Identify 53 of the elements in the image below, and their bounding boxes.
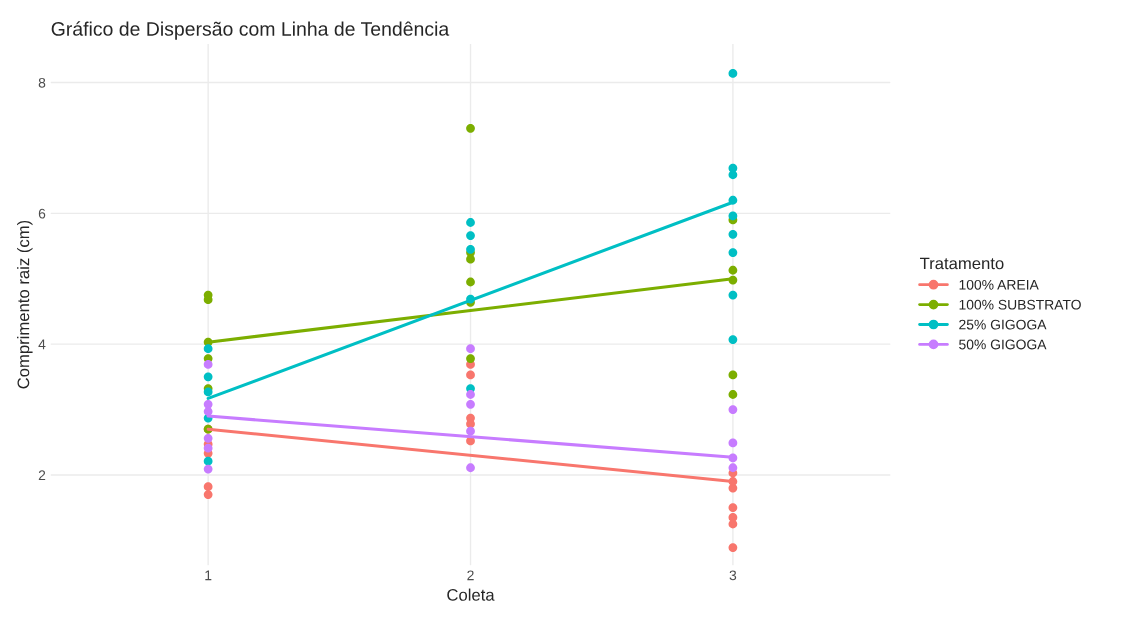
- x-tick-label: 1: [205, 570, 212, 581]
- point: [728, 248, 738, 257]
- point: [728, 211, 738, 221]
- y-tick-label: 4: [38, 339, 46, 350]
- point: [728, 405, 738, 414]
- y-axis-title: Comprimento raiz (cm): [17, 220, 33, 389]
- point: [466, 277, 475, 287]
- point: [728, 543, 738, 552]
- y-tick-label: 8: [38, 77, 46, 88]
- point: [728, 390, 738, 399]
- legend-title: Tratamento: [920, 257, 1004, 270]
- point: [466, 123, 475, 133]
- legend-label: 50% GIGOGA: [959, 339, 1047, 350]
- y-tick-label: 2: [38, 470, 46, 480]
- point: [203, 372, 213, 382]
- point: [203, 490, 213, 499]
- legend-label: 100% SUBSTRATO: [959, 299, 1081, 310]
- point: [203, 443, 213, 453]
- point: [728, 170, 738, 180]
- x-axis-title: Coleta: [447, 588, 495, 601]
- point: [466, 244, 475, 254]
- x-tick-label: 2: [467, 570, 474, 581]
- point: [728, 503, 738, 513]
- point: [466, 463, 475, 473]
- point: [466, 254, 475, 264]
- point: [728, 519, 738, 529]
- chart-title: Gráfico de Dispersão com Linha de Tendência: [51, 21, 450, 40]
- point: [203, 360, 213, 369]
- point: [728, 463, 738, 473]
- legend-label: 25% GIGOGA: [959, 319, 1047, 330]
- y-tick-label: 6: [38, 208, 46, 219]
- point: [728, 265, 738, 275]
- point: [466, 370, 475, 380]
- point: [466, 399, 475, 409]
- point: [728, 335, 738, 344]
- legend-label: 100% AREIA: [959, 279, 1039, 290]
- point: [728, 69, 738, 78]
- point: [203, 456, 213, 466]
- point: [203, 433, 213, 443]
- point: [466, 218, 475, 227]
- point: [203, 344, 213, 354]
- point: [203, 464, 213, 474]
- point: [466, 231, 475, 240]
- point: [728, 229, 738, 239]
- point: [203, 407, 213, 416]
- point: [728, 370, 738, 380]
- x-tick-label: 3: [729, 570, 737, 581]
- point: [466, 426, 475, 436]
- point: [728, 438, 738, 448]
- point: [466, 354, 475, 363]
- point: [466, 390, 475, 399]
- point: [728, 290, 738, 300]
- point: [466, 344, 475, 354]
